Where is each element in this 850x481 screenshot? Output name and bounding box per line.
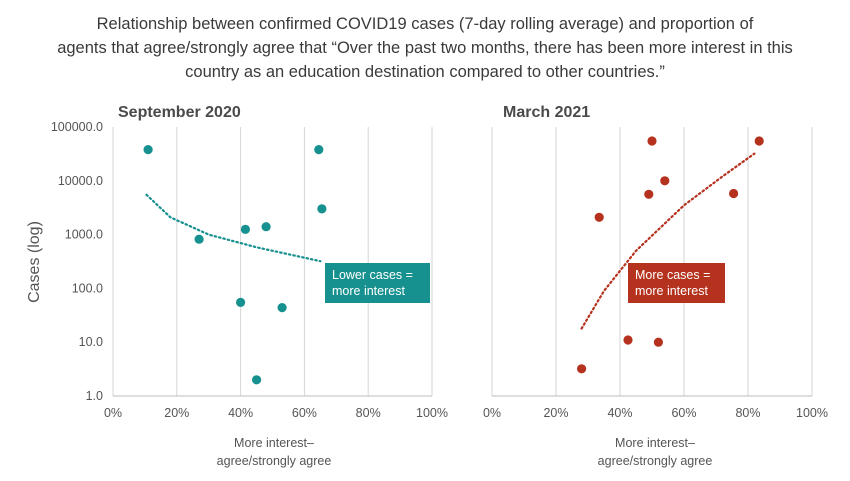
- y-tick-label: 100.0: [72, 281, 103, 295]
- annotation-text: more interest: [635, 284, 708, 298]
- trendline: [580, 152, 756, 330]
- x-tick-label: 80%: [356, 406, 381, 420]
- data-point: [660, 176, 670, 186]
- x-tick-label: 100%: [796, 406, 828, 420]
- x-tick-label: 40%: [228, 406, 253, 420]
- x-tick-label: 20%: [543, 406, 568, 420]
- annotation-text: More cases =: [635, 268, 710, 282]
- x-tick-label: 60%: [671, 406, 696, 420]
- annotation-box: [325, 263, 430, 303]
- y-tick-label: 100000.0: [51, 120, 103, 134]
- x-tick-label: 100%: [416, 406, 448, 420]
- annotation-text: Lower cases =: [332, 268, 413, 282]
- x-tick-label: 0%: [483, 406, 501, 420]
- data-point: [577, 364, 587, 374]
- panel-title: March 2021: [503, 104, 590, 121]
- x-tick-label: 20%: [164, 406, 189, 420]
- data-point: [194, 234, 204, 244]
- x-axis-label-line1-right: More interest–: [615, 436, 695, 450]
- title-line-2: agents that agree/strongly agree that “O…: [57, 39, 793, 57]
- data-point: [240, 224, 250, 234]
- x-tick-label: 40%: [607, 406, 632, 420]
- data-point: [277, 303, 287, 313]
- annotation-text: more interest: [332, 284, 405, 298]
- trendline: [145, 193, 322, 263]
- data-point: [261, 222, 271, 232]
- title-line-1: Relationship between confirmed COVID19 c…: [96, 15, 754, 33]
- data-point: [623, 335, 633, 345]
- x-axis-label-line1-left: More interest–: [234, 436, 314, 450]
- data-point: [644, 189, 654, 199]
- y-tick-label: 1000.0: [65, 228, 103, 242]
- x-tick-label: 80%: [735, 406, 760, 420]
- y-tick-label: 10.0: [79, 335, 103, 349]
- data-point: [594, 212, 604, 222]
- data-point: [729, 188, 739, 199]
- data-point: [754, 136, 764, 146]
- x-tick-label: 60%: [292, 406, 317, 420]
- data-point: [143, 145, 153, 155]
- title-line-3: country as an education destination comp…: [185, 63, 665, 81]
- data-point: [653, 337, 664, 347]
- chart-title: Relationship between confirmed COVID19 c…: [0, 12, 850, 84]
- data-point: [317, 204, 327, 214]
- data-point: [236, 297, 246, 307]
- y-tick-label: 10000.0: [58, 174, 103, 188]
- y-axis-label: Cases (log): [26, 221, 43, 303]
- y-tick-label: 1.0: [86, 389, 103, 403]
- data-point: [252, 375, 262, 385]
- x-tick-label: 0%: [104, 406, 122, 420]
- data-point: [647, 136, 657, 146]
- x-axis-label-line2-left: agree/strongly agree: [217, 454, 332, 468]
- data-point: [314, 145, 324, 155]
- panel-title: September 2020: [118, 104, 241, 121]
- x-axis-label-line2-right: agree/strongly agree: [598, 454, 713, 468]
- annotation-box: [628, 263, 725, 303]
